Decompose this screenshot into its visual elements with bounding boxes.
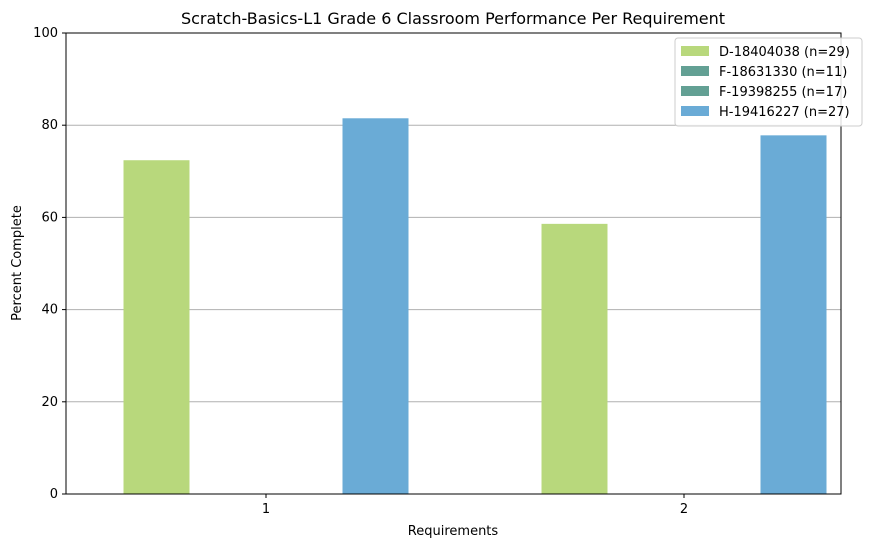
legend-label: F-18631330 (n=11) — [719, 65, 847, 80]
y-tick-label: 20 — [41, 395, 58, 410]
y-axis: 0 20 40 60 80 100 — [33, 26, 66, 502]
y-tick-label: 40 — [41, 303, 58, 318]
plot-frame — [65, 32, 842, 495]
bar — [342, 118, 409, 494]
y-axis-label: Percent Complete — [10, 205, 25, 321]
x-axis-label: Requirements — [408, 524, 499, 539]
bar — [760, 135, 827, 495]
legend-swatch — [681, 66, 709, 76]
legend-swatch — [681, 86, 709, 96]
legend-label: H-19416227 (n=27) — [719, 105, 850, 120]
x-tick-label: 1 — [262, 502, 270, 517]
legend-swatch — [681, 106, 709, 116]
legend-label: D-18404038 (n=29) — [719, 45, 850, 60]
bars — [123, 118, 827, 495]
bar — [123, 160, 190, 494]
y-tick-label: 0 — [50, 487, 58, 502]
y-tick-label: 60 — [41, 210, 58, 225]
y-tick-label: 100 — [33, 26, 58, 41]
chart-title: Scratch-Basics-L1 Grade 6 Classroom Perf… — [181, 9, 725, 28]
bar — [541, 223, 608, 494]
legend-label: F-19398255 (n=17) — [719, 85, 847, 100]
legend-box — [674, 37, 863, 127]
x-tick-label: 2 — [680, 502, 688, 517]
y-tick-label: 80 — [41, 118, 58, 133]
legend-swatch — [681, 46, 709, 56]
legend: D-18404038 (n=29) F-18631330 (n=11) F-1939… — [674, 37, 863, 127]
